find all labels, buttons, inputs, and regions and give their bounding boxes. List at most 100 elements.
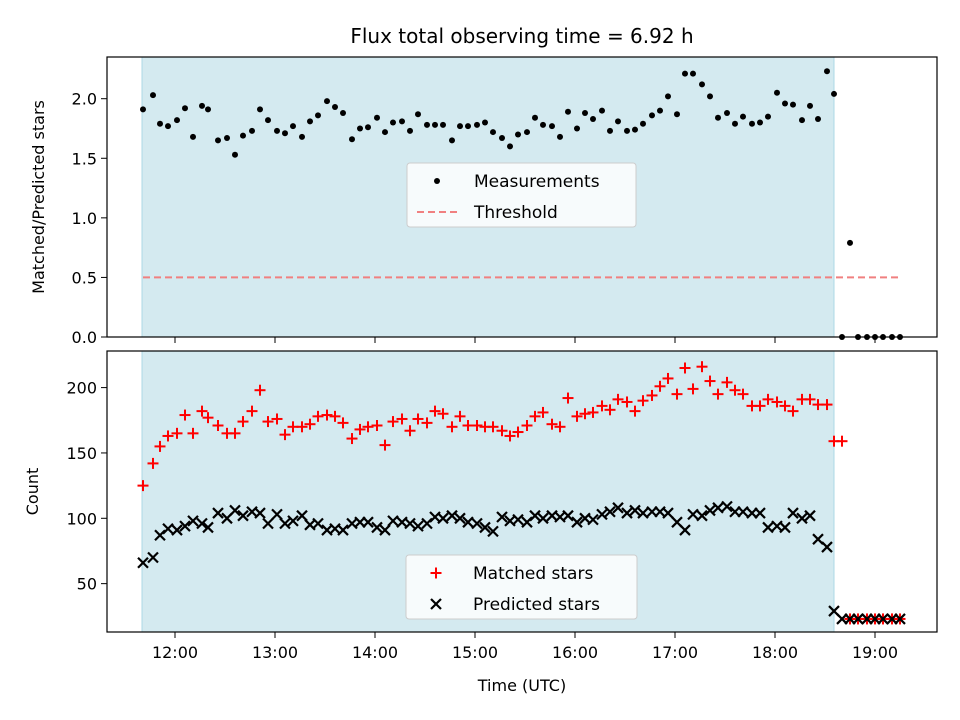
predicted-star-stroke bbox=[504, 515, 516, 527]
matched-star-point bbox=[646, 389, 658, 401]
measurement-point bbox=[165, 123, 171, 130]
predicted-star-stroke bbox=[296, 509, 308, 522]
matched-star-point bbox=[637, 395, 649, 407]
predicted-star-stroke bbox=[404, 517, 416, 530]
predicted-star-point bbox=[852, 613, 864, 625]
measurement-point bbox=[774, 89, 780, 96]
x-tick-label: 14:00 bbox=[352, 643, 398, 662]
predicted-star-point bbox=[171, 524, 183, 536]
ratio-panel: Flux total observing time = 6.92 h Match… bbox=[29, 24, 938, 347]
predicted-star-stroke bbox=[604, 505, 616, 518]
predicted-star-point bbox=[487, 525, 499, 538]
measurement-point bbox=[407, 127, 413, 134]
measurement-point bbox=[474, 121, 480, 128]
predicted-star-stroke bbox=[662, 507, 674, 519]
matched-star-point bbox=[446, 421, 458, 433]
predicted-star-point bbox=[512, 513, 524, 526]
predicted-star-stroke bbox=[346, 517, 358, 530]
predicted-star-point bbox=[529, 509, 541, 522]
measurement-point bbox=[615, 118, 621, 125]
predicted-star-point bbox=[679, 524, 691, 536]
predicted-star-point bbox=[271, 508, 283, 521]
measurement-point bbox=[390, 119, 396, 126]
predicted-star-stroke bbox=[671, 516, 683, 528]
axes-frame bbox=[106, 350, 938, 633]
predicted-star-stroke bbox=[754, 507, 766, 519]
matched-star-point bbox=[571, 410, 583, 422]
matched-star-point bbox=[771, 396, 783, 408]
matched-star-point bbox=[229, 427, 241, 439]
matched-star-point bbox=[212, 419, 224, 431]
measurement-point bbox=[582, 110, 588, 116]
predicted-star-stroke bbox=[387, 515, 399, 527]
y-tick-label: 150 bbox=[66, 444, 97, 463]
measurement-point bbox=[182, 105, 188, 112]
matched-star-point bbox=[721, 376, 733, 388]
predicted-star-stroke bbox=[812, 533, 824, 545]
measurement-point bbox=[649, 112, 655, 119]
matched-star-point bbox=[504, 430, 516, 442]
matched-star-point bbox=[787, 405, 799, 417]
matched-star-point bbox=[396, 413, 408, 425]
predicted-star-point bbox=[621, 507, 633, 519]
predicted-star-point bbox=[587, 513, 599, 526]
legend-dot-icon bbox=[434, 178, 440, 184]
predicted-star-stroke bbox=[629, 504, 641, 517]
measurement-point bbox=[607, 127, 613, 134]
measurement-point bbox=[332, 104, 338, 111]
predicted-star-stroke bbox=[379, 524, 391, 536]
measurement-point bbox=[482, 119, 488, 126]
predicted-star-point bbox=[462, 516, 474, 528]
legend: Matched stars Predicted stars bbox=[405, 554, 638, 620]
matched-star-point bbox=[696, 361, 708, 373]
predicted-star-stroke bbox=[762, 521, 774, 534]
measurement-point bbox=[657, 107, 663, 114]
predicted-star-point bbox=[804, 509, 816, 522]
measurement-point bbox=[515, 131, 521, 138]
predicted-star-point bbox=[379, 524, 391, 536]
matched-star-point bbox=[354, 423, 366, 435]
y-tick-label: 200 bbox=[66, 379, 97, 398]
predicted-star-point bbox=[787, 507, 799, 519]
predicted-star-stroke bbox=[187, 515, 199, 527]
matched-star-point bbox=[671, 388, 683, 400]
matched-star-point bbox=[537, 406, 549, 418]
matched-star-point bbox=[312, 410, 324, 422]
matched-star-point bbox=[171, 427, 183, 439]
predicted-star-point bbox=[262, 517, 274, 530]
matched-star-point bbox=[654, 380, 666, 392]
predicted-star-stroke bbox=[279, 517, 291, 530]
matched-star-point bbox=[429, 405, 441, 417]
measurement-point bbox=[240, 132, 246, 139]
matched-star-point bbox=[202, 412, 214, 424]
matched-star-point bbox=[162, 430, 174, 442]
predicted-star-stroke bbox=[687, 508, 699, 521]
measurement-point bbox=[549, 123, 555, 130]
x-tick-label: 12:00 bbox=[152, 643, 198, 662]
measurement-point bbox=[449, 137, 455, 144]
matched-star-point bbox=[836, 435, 848, 447]
matched-star-point bbox=[596, 400, 608, 412]
measurement-point bbox=[782, 100, 788, 107]
matched-star-point bbox=[512, 426, 524, 438]
predicted-star-stroke bbox=[479, 521, 491, 534]
predicted-star-stroke bbox=[796, 512, 808, 525]
matched-star-point bbox=[254, 384, 266, 396]
predicted-star-point bbox=[296, 509, 308, 522]
predicted-star-stroke bbox=[894, 613, 906, 625]
measurement-point bbox=[557, 133, 563, 140]
measurement-point bbox=[190, 133, 196, 140]
matched-star-point bbox=[296, 421, 308, 433]
predicted-star-point bbox=[471, 517, 483, 530]
predicted-star-point bbox=[412, 520, 424, 532]
legend-box bbox=[405, 554, 638, 620]
measurement-point bbox=[150, 92, 156, 99]
matched-star-point bbox=[579, 408, 591, 420]
legend-label: Matched stars bbox=[473, 564, 593, 584]
predicted-star-stroke bbox=[612, 502, 624, 514]
measurement-point bbox=[215, 137, 221, 144]
predicted-star-stroke bbox=[162, 522, 174, 535]
measurement-point bbox=[507, 143, 513, 150]
measurement-point bbox=[524, 129, 530, 136]
measurement-point bbox=[290, 123, 296, 130]
